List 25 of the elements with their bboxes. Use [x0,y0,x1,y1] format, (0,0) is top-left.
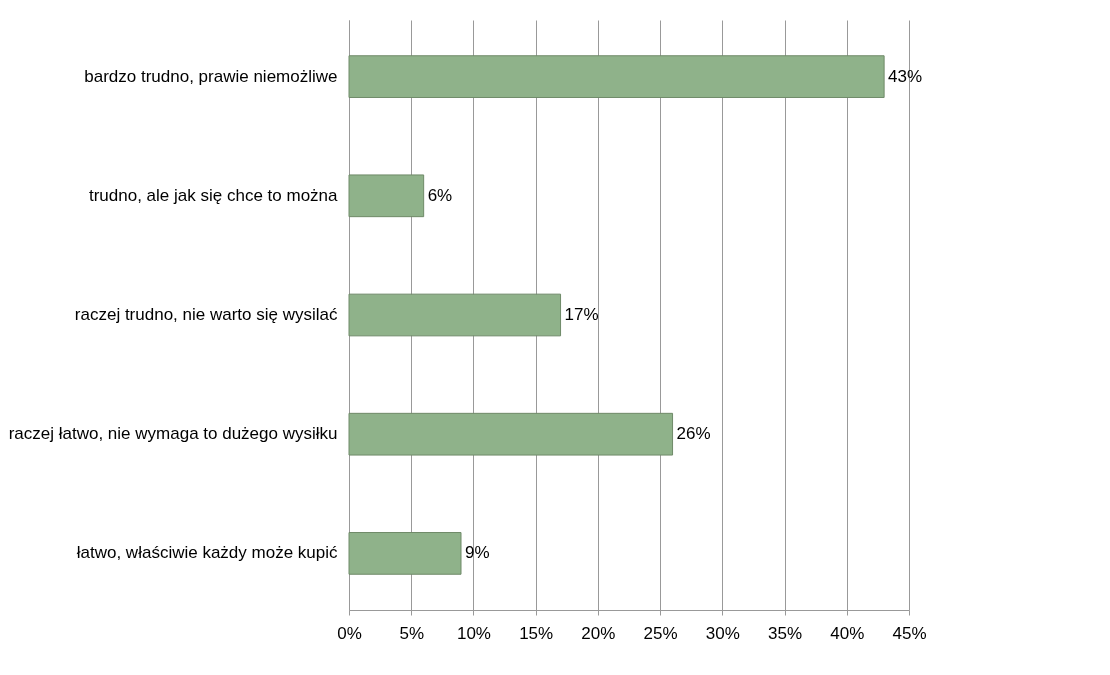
y-tick-label: raczej trudno, nie warto się wysilać [74,305,338,324]
data-label: 26% [676,424,711,444]
x-tick-label: 0% [337,623,362,643]
data-label: 6% [427,185,453,205]
x-tick-label: 45% [892,623,927,643]
y-tick-label: łatwo, właściwie każdy może kupić [76,543,338,563]
x-tick-label: 40% [830,623,865,643]
x-tick-label: 10% [456,623,491,643]
data-label: 9% [465,543,490,563]
x-tick-label: 5% [399,623,425,643]
bar [348,174,425,218]
bar [348,412,674,456]
x-tick-label: 15% [519,623,554,643]
bar [348,293,562,337]
x-tick-label: 20% [581,623,616,643]
x-tick-label: 35% [768,623,803,643]
data-label: 43% [888,66,923,86]
x-tick-label: 30% [705,623,740,643]
data-label: 17% [564,305,599,324]
y-tick-label: trudno, ale jak się chce to można [88,185,339,205]
bar [348,532,462,575]
y-tick-label: bardzo trudno, prawie niemożliwe [84,66,338,86]
bar [348,55,885,98]
y-tick-label: raczej łatwo, nie wymaga to dużego wysiłku [8,424,338,444]
x-tick-label: 25% [643,623,678,643]
